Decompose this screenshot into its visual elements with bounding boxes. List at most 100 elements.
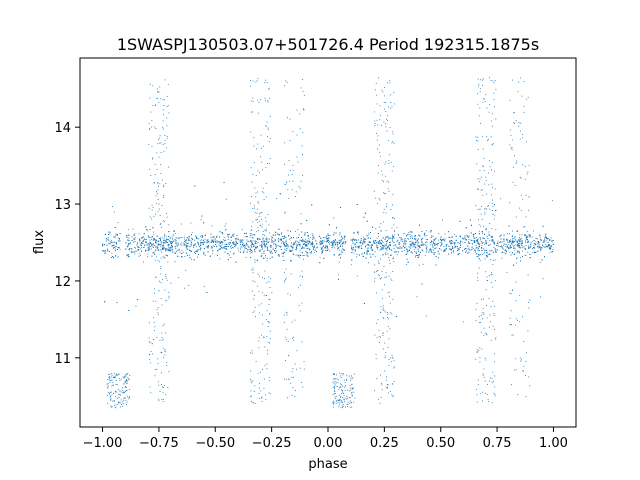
data-point [432,252,434,254]
data-point [353,239,355,241]
data-point [207,245,209,246]
data-point [254,249,256,250]
data-point [201,236,203,238]
data-point [486,256,488,258]
data-point [472,234,474,235]
data-point [357,233,359,235]
data-point [273,243,275,245]
data-point [438,253,440,255]
data-point [447,231,449,233]
data-point [285,237,287,239]
data-point [356,242,358,243]
data-point [402,240,404,242]
data-point [127,246,129,248]
data-point [245,248,247,249]
data-point [386,246,388,248]
data-point [148,236,149,237]
data-point [470,232,472,234]
data-point [155,240,157,242]
data-point [544,240,546,242]
data-point [223,239,224,241]
data-point [269,232,271,234]
data-point [149,242,151,243]
data-point [261,245,263,247]
data-point [206,292,208,293]
data-point [549,247,551,249]
data-point [326,250,328,252]
data-point [166,249,168,251]
data-point [326,245,328,247]
data-point [115,243,117,245]
data-point [330,245,332,246]
data-point [243,244,245,246]
data-point [356,239,358,241]
data-point [417,242,419,244]
data-point [333,240,335,241]
data-point [512,240,513,242]
data-point [460,241,462,243]
data-point [501,246,503,248]
data-point [133,233,135,235]
data-point [451,249,453,251]
data-point [220,242,222,243]
data-point [133,241,134,243]
data-point [243,251,245,253]
data-point [299,245,301,247]
data-point [537,243,539,245]
data-point [418,253,420,255]
data-point [370,256,372,258]
data-point [326,241,328,243]
data-point [264,234,265,236]
data-point [492,251,494,253]
data-point [167,239,169,241]
data-point [177,237,179,239]
data-point [319,257,321,259]
data-point [227,258,229,260]
data-point [530,244,532,246]
data-point [351,259,353,261]
data-point [271,292,273,294]
data-point [155,241,157,243]
data-point [469,243,471,244]
data-point [282,235,284,237]
data-point [262,248,264,250]
data-point [137,246,139,247]
data-point [220,247,222,249]
data-point [483,253,485,255]
data-point [307,237,309,239]
data-point [412,237,413,239]
data-point [153,247,154,248]
data-point [386,247,388,249]
data-point [376,245,378,247]
data-point [259,239,261,240]
data-point [335,232,337,234]
data-point [386,240,388,242]
data-point [457,250,459,252]
data-point [302,252,303,254]
data-point [290,230,291,232]
data-point [324,241,326,242]
data-point [428,251,430,253]
data-point [141,247,142,248]
data-point [491,236,493,238]
data-point [462,321,464,323]
data-point [542,225,544,227]
data-point [214,240,216,242]
data-point [126,235,128,237]
data-point [227,235,229,237]
data-point [259,250,261,252]
data-point [385,248,387,250]
data-point [276,198,277,199]
data-point [337,244,339,246]
data-point [132,228,134,230]
data-point [276,232,278,234]
data-point [180,243,181,245]
data-point [550,247,552,249]
data-point [311,251,313,253]
data-point [239,240,241,242]
data-point [193,259,195,261]
data-point [224,248,226,250]
data-point [224,225,226,227]
data-point [430,230,432,231]
data-point [223,236,225,238]
